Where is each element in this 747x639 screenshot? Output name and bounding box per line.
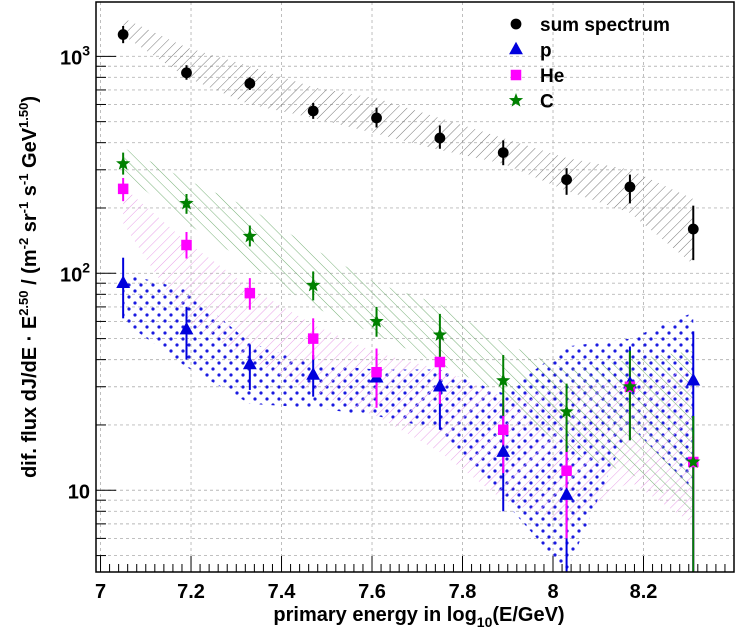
point-sum-spectrum [561, 174, 572, 186]
legend-marker-C [508, 93, 524, 107]
point-p [179, 321, 194, 335]
point-He [371, 366, 382, 378]
point-sum-spectrum [307, 105, 319, 117]
point-sum-spectrum [117, 29, 129, 40]
plot-frame [95, 1, 735, 573]
point-He [434, 356, 446, 368]
x-tick-label: 7.8 [449, 581, 477, 603]
point-C [369, 313, 384, 328]
legend: sum spectrum p He C [508, 15, 670, 113]
point-p [116, 275, 131, 289]
point-sum-spectrum [181, 67, 192, 79]
x-tick-label: 8 [547, 581, 558, 603]
legend-label-p: p [540, 41, 552, 62]
systematic-bands [123, 18, 694, 572]
point-C [432, 327, 448, 341]
point-p [306, 367, 321, 380]
point-sum-spectrum [497, 147, 509, 158]
y-axis-title: dif. flux dJ/dE · E2.50 / (m-2 sr-1 s-1 … [16, 96, 41, 478]
point-C [116, 156, 131, 170]
point-C [496, 373, 511, 387]
point-He [561, 465, 572, 477]
band-He [123, 186, 694, 524]
point-p [559, 487, 574, 500]
legend-label-C: C [540, 92, 554, 113]
point-sum-spectrum [371, 112, 382, 124]
y-tick-label: 10 [68, 481, 90, 503]
point-sum-spectrum [434, 132, 446, 144]
point-C [179, 195, 194, 210]
band-C [123, 147, 694, 512]
point-p [432, 378, 447, 392]
point-C [686, 454, 701, 469]
x-tick-label: 8.2 [630, 581, 658, 603]
point-p [496, 444, 511, 457]
point-C [559, 404, 574, 418]
point-p [242, 356, 257, 370]
point-p [686, 372, 701, 386]
x-tick-label: 7 [95, 581, 106, 603]
point-He [307, 333, 319, 344]
legend-label-sum-spectrum: sum spectrum [540, 15, 670, 36]
legend-marker-sum-spectrum [510, 18, 522, 30]
x-axis-title: primary energy in log10(E/GeV) [273, 604, 564, 630]
point-sum-spectrum [687, 223, 699, 235]
point-He [181, 239, 192, 251]
legend-marker-He [510, 69, 522, 81]
legend-marker-p [509, 41, 523, 55]
x-tick-label: 7.6 [358, 581, 386, 603]
data-markers [116, 29, 701, 500]
point-sum-spectrum [244, 78, 256, 89]
point-He [117, 183, 129, 195]
x-tick-label: 7.2 [177, 581, 205, 603]
y-tick-label: 103 [60, 42, 90, 69]
point-C [306, 277, 321, 292]
axis-ticks: 7 7.2 7.4 7.6 7.8 8 8.2 10 102 103 [60, 42, 735, 603]
point-C [242, 228, 257, 243]
point-sum-spectrum [624, 181, 636, 193]
y-tick-label: 102 [60, 259, 90, 286]
point-He [497, 424, 509, 436]
x-tick-label: 7.4 [268, 581, 297, 603]
point-He [244, 287, 256, 299]
point-C [622, 379, 638, 393]
band-sum-spectrum [123, 18, 694, 265]
legend-label-He: He [540, 66, 564, 87]
